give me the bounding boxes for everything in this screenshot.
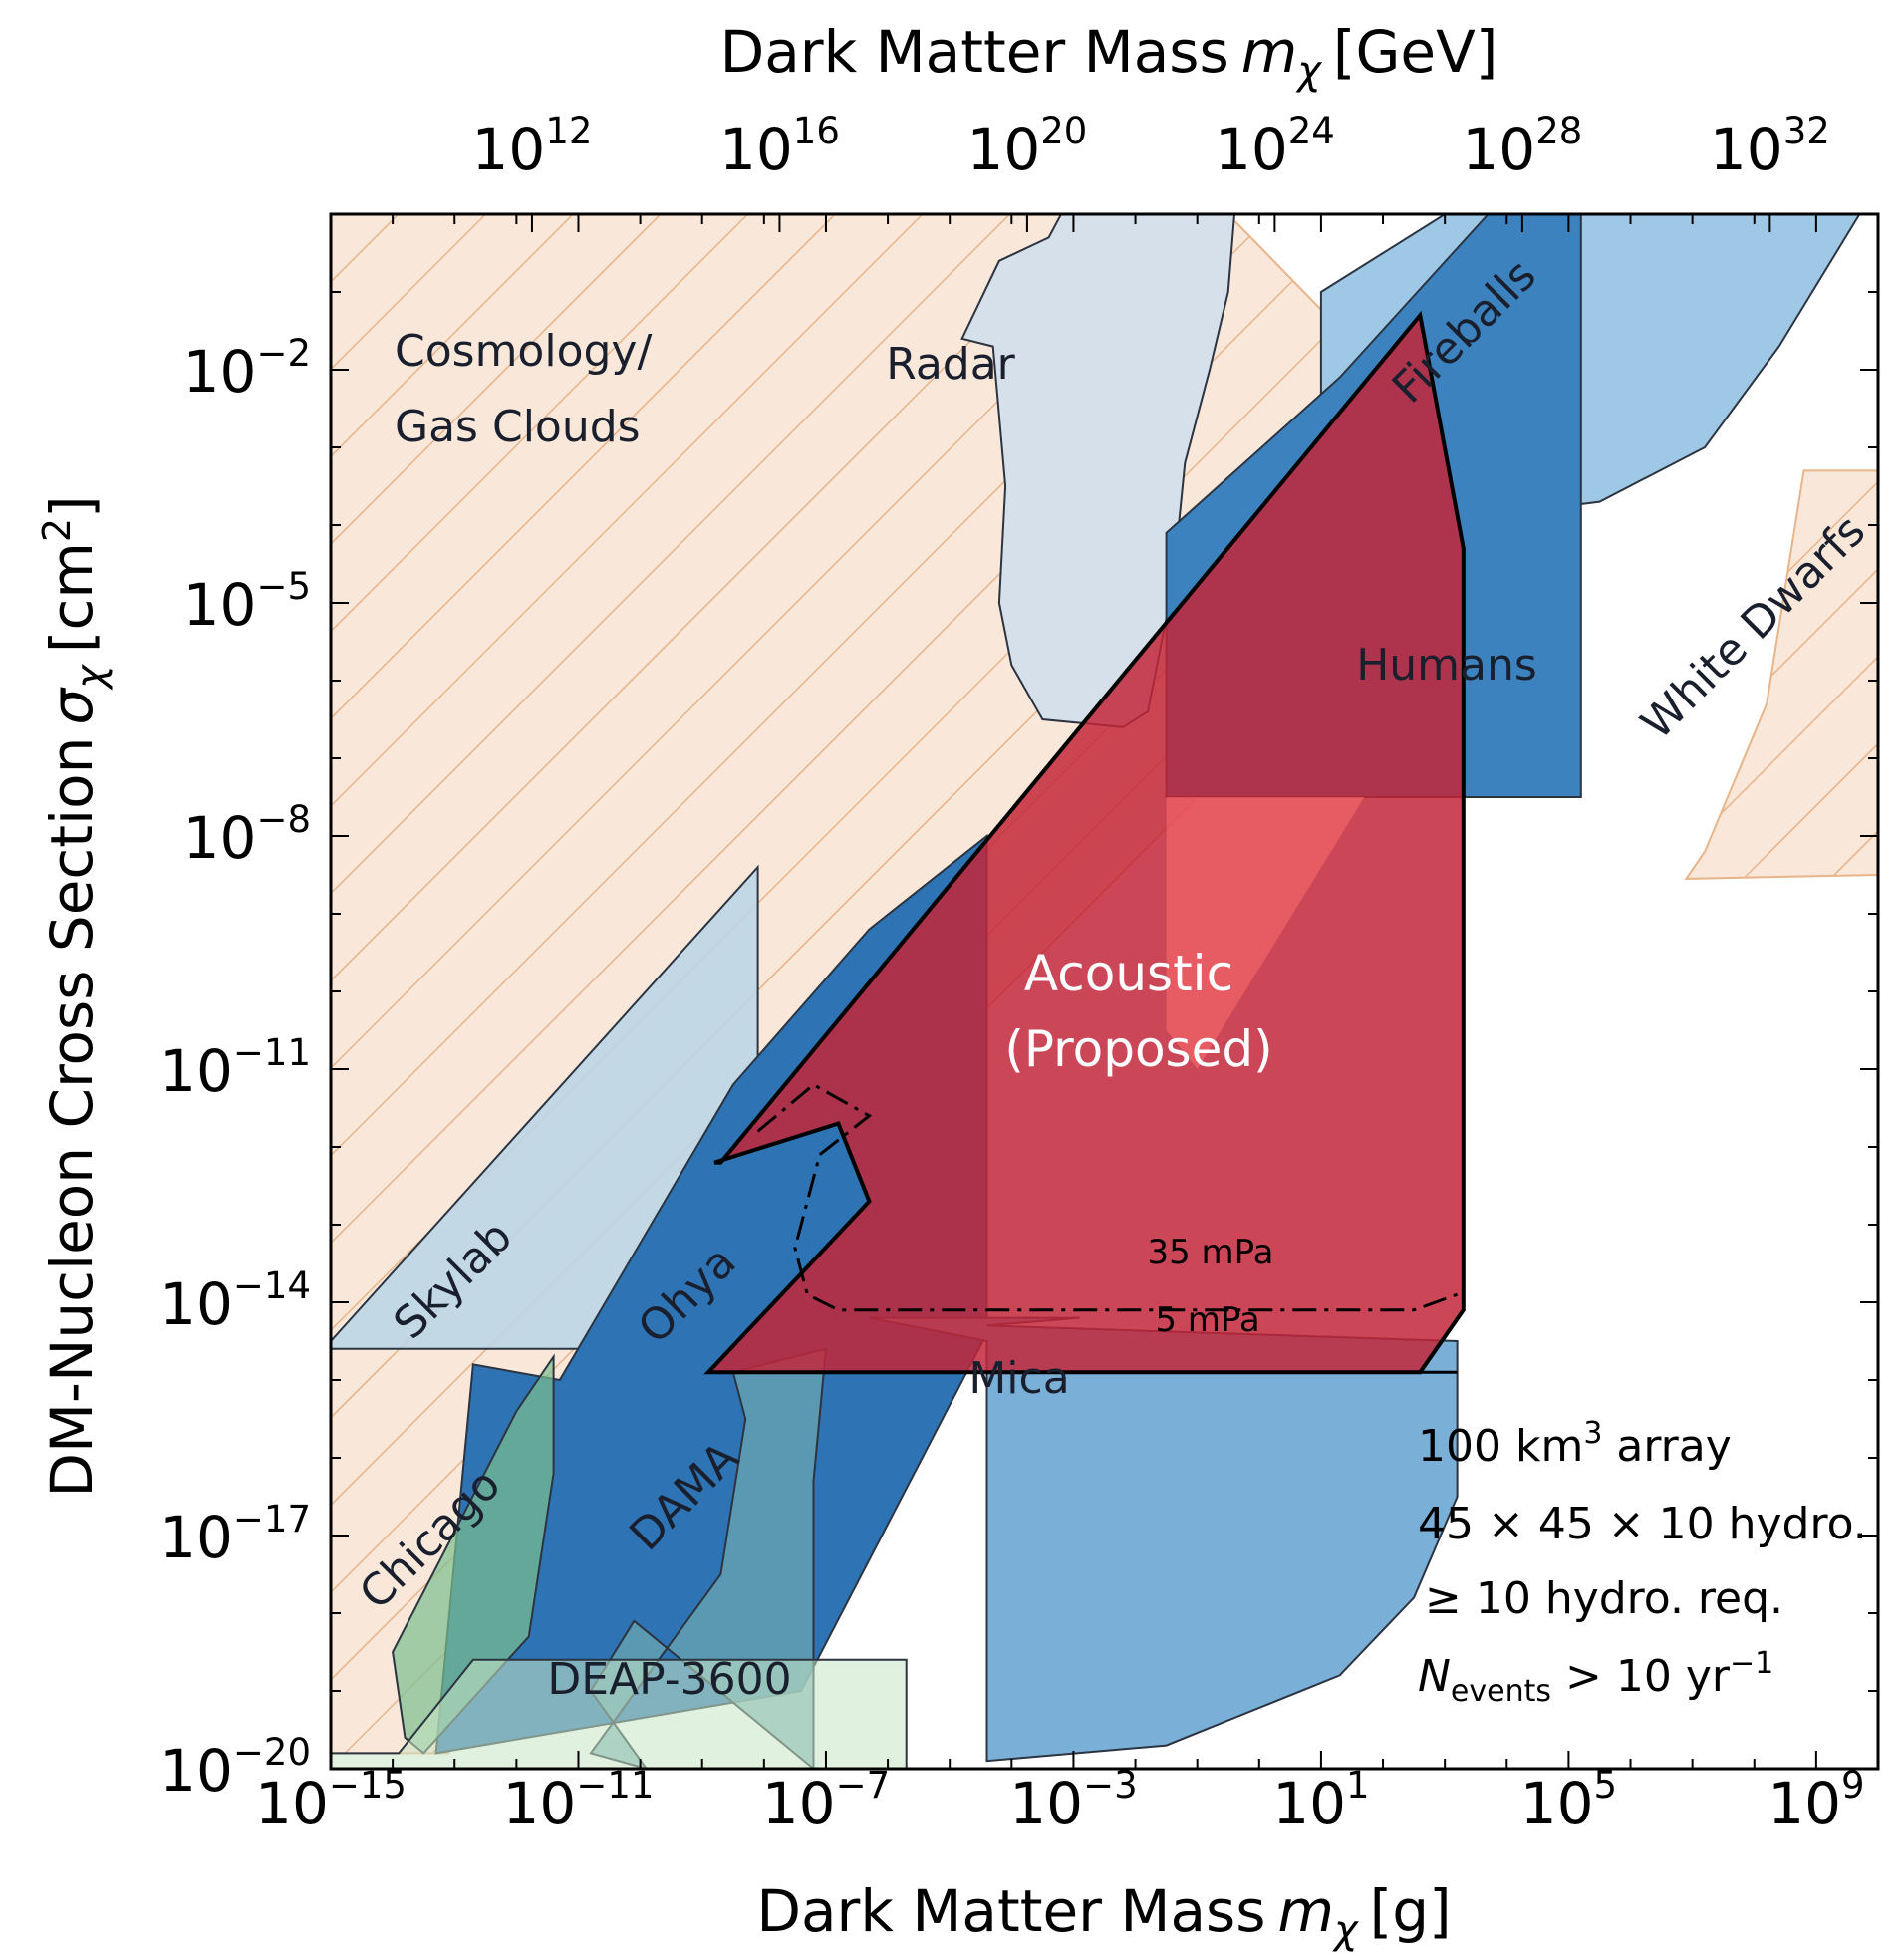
cosmology-label: Cosmology/Gas Clouds	[395, 326, 652, 452]
cosmology-label-line2: Gas Clouds	[395, 402, 641, 452]
x2-tick-label: 1028	[1462, 110, 1582, 183]
region-chicago	[392, 1353, 555, 1755]
x-tick-label: 10−3	[1009, 1764, 1137, 1837]
note-line-4-tail: > 10 yr	[1551, 1651, 1731, 1702]
x-tick-label: 10−11	[503, 1764, 655, 1837]
x2-tick-label: 1016	[719, 110, 840, 183]
y-tick-label: 10−20	[159, 1731, 311, 1805]
note-line-1: 100 km3 array	[1418, 1416, 1732, 1472]
axis-ticks: 10−15 10−11 10−7 10−3 101 105 109 10−20 10−17 10−…	[159, 110, 1879, 1837]
left-axis-title: DM-Nucleon Cross Section σχ [cm2]	[35, 495, 114, 1497]
note-line-2: 45 × 45 × 10 hydro.	[1418, 1499, 1867, 1549]
left-axis-unit: [cm	[38, 542, 106, 653]
y-tick-label: 10−11	[159, 1031, 311, 1105]
y-tick-label: 10−14	[159, 1264, 311, 1338]
acoustic-label: Acoustic (Proposed)	[1004, 945, 1272, 1078]
contour-5-label: 5 mPa	[1155, 1300, 1259, 1340]
note-line-4-sup: −1	[1730, 1646, 1773, 1681]
top-axis-symbol-sub: χ	[1295, 48, 1322, 94]
note-line-4-n: N	[1418, 1651, 1451, 1702]
top-axis-symbol: m	[1241, 18, 1298, 86]
top-axis-title-text: Dark Matter Mass	[720, 18, 1229, 86]
top-axis-title: Dark Matter Mass mχ [GeV]	[720, 18, 1498, 94]
x2-tick-label: 1012	[472, 110, 593, 183]
y-tick-label: 10−17	[159, 1498, 311, 1571]
y-tick-label: 10−2	[183, 332, 311, 406]
y-tick-label: 10−8	[183, 798, 311, 872]
contour-35-label: 35 mPa	[1147, 1233, 1273, 1272]
acoustic-label-line1: Acoustic	[1024, 945, 1233, 1002]
region-acoustic-proposed	[703, 310, 1466, 1375]
contour-35-mpa	[756, 1082, 1459, 1312]
sensitivity-contours	[707, 1082, 1459, 1374]
left-axis-unit-sup: 2	[35, 518, 79, 542]
note-line-1-text: 100 km	[1418, 1421, 1583, 1472]
x-tick-label: 10−7	[762, 1764, 890, 1837]
cosmology-label-line1: Cosmology/	[395, 326, 652, 377]
x2-tick-label: 1024	[1215, 110, 1335, 183]
exclusion-regions	[331, 214, 1878, 1769]
radar-label: Radar	[886, 339, 1015, 390]
acoustic-highlight	[1166, 797, 1365, 1069]
x-tick-label: 101	[1272, 1764, 1369, 1837]
note-line-4-sub: events	[1451, 1674, 1551, 1709]
bottom-axis-unit: [g]	[1370, 1877, 1452, 1945]
left-axis-symbol: σ	[38, 687, 106, 725]
bottom-axis-title: Dark Matter Mass mχ [g]	[756, 1877, 1451, 1953]
region-deap-3600	[331, 1658, 908, 1769]
note-line-1-tail: array	[1602, 1421, 1731, 1472]
mica-label: Mica	[968, 1353, 1069, 1404]
region-white-dwarfs	[1684, 469, 1878, 880]
left-axis-unit-close: ]	[38, 495, 106, 518]
deap-3600-label: DEAP-3600	[547, 1654, 791, 1705]
humans-label: Humans	[1356, 640, 1537, 691]
x2-tick-label: 1020	[966, 110, 1087, 183]
x-tick-label: 10−15	[255, 1764, 407, 1837]
top-axis-unit: [GeV]	[1333, 18, 1498, 86]
note-line-4: Nevents > 10 yr−1	[1418, 1646, 1773, 1709]
note-line-1-sup: 3	[1583, 1416, 1602, 1451]
left-axis-title-text: DM-Nucleon Cross Section	[38, 737, 106, 1498]
y-tick-label: 10−5	[183, 565, 311, 639]
x-tick-label: 105	[1520, 1764, 1617, 1837]
bottom-axis-title-text: Dark Matter Mass	[756, 1877, 1265, 1945]
bottom-axis-symbol: m	[1277, 1877, 1334, 1945]
x2-tick-label: 1032	[1710, 110, 1830, 183]
array-note: 100 km3 array 45 × 45 × 10 hydro. ≥ 10 h…	[1418, 1416, 1867, 1709]
note-line-3: ≥ 10 hydro. req.	[1425, 1573, 1783, 1624]
acoustic-label-line2: (Proposed)	[1004, 1020, 1272, 1078]
x-tick-label: 109	[1768, 1764, 1864, 1837]
bottom-axis-symbol-sub: χ	[1332, 1907, 1359, 1953]
left-axis-symbol-sub: χ	[68, 664, 114, 691]
